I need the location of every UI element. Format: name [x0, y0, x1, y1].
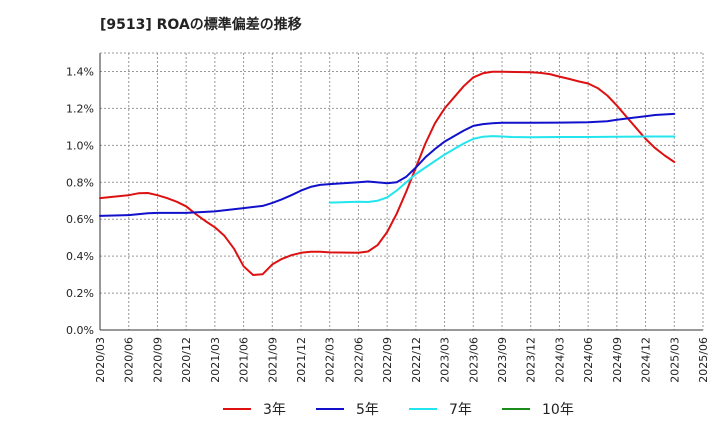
x-tick-label: 2022/06 [352, 337, 365, 383]
y-tick-label: 0.0% [66, 324, 94, 337]
x-tick-label: 2024/12 [640, 337, 653, 383]
legend-label: 10年 [542, 402, 574, 418]
y-tick-label: 1.4% [66, 65, 94, 78]
y-tick-label: 1.0% [66, 139, 94, 152]
y-tick-label: 0.8% [66, 176, 94, 189]
x-tick-label: 2025/03 [668, 337, 681, 383]
legend-label: 7年 [449, 402, 472, 418]
x-tick-label: 2022/12 [410, 337, 423, 383]
x-tick-label: 2022/09 [381, 337, 394, 383]
chart-title: [9513] ROAの標準偏差の推移 [100, 17, 302, 33]
x-tick-label: 2024/03 [553, 337, 566, 383]
x-tick-label: 2020/09 [151, 337, 164, 383]
x-tick-label: 2021/09 [266, 337, 279, 383]
x-tick-label: 2023/12 [525, 337, 538, 383]
x-tick-label: 2023/03 [439, 337, 452, 383]
x-tick-label: 2021/03 [209, 337, 222, 383]
x-tick-label: 2023/06 [467, 337, 480, 383]
y-tick-label: 0.4% [66, 250, 94, 263]
x-tick-label: 2020/06 [123, 337, 136, 383]
x-tick-label: 2022/03 [324, 337, 337, 383]
legend-label: 5年 [356, 402, 379, 418]
y-tick-label: 0.6% [66, 213, 94, 226]
plot-area [100, 53, 703, 330]
x-tick-label: 2024/09 [611, 337, 624, 383]
y-tick-label: 0.2% [66, 287, 94, 300]
x-tick-label: 2021/12 [295, 337, 308, 383]
x-tick-label: 2021/06 [238, 337, 251, 383]
legend-label: 3年 [263, 402, 286, 418]
x-tick-label: 2020/12 [180, 337, 193, 383]
series-line-2 [99, 112, 676, 217]
x-tick-label: 2023/09 [496, 337, 509, 383]
y-tick-label: 1.2% [66, 102, 94, 115]
series-line-3 [328, 135, 676, 204]
series-line-1 [99, 70, 676, 276]
x-tick-label: 2020/03 [94, 337, 107, 383]
x-tick-label: 2024/06 [582, 337, 595, 383]
x-tick-label: 2025/06 [697, 337, 710, 383]
